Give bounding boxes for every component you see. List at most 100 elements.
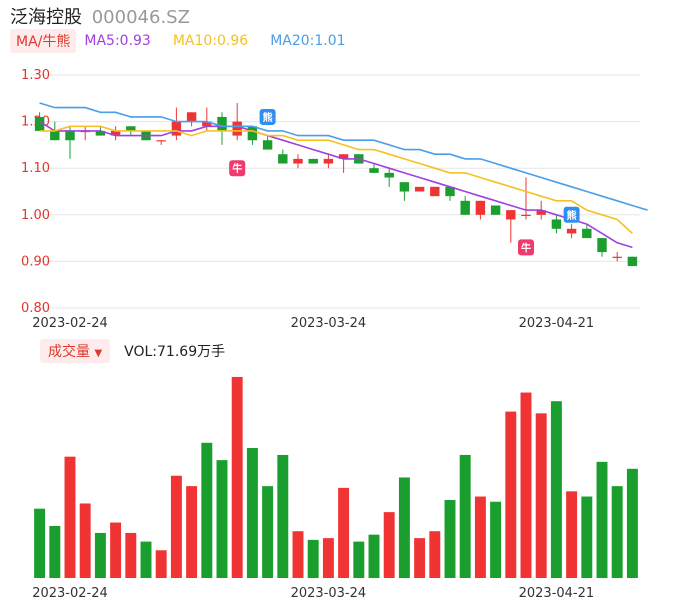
candle-body — [293, 158, 303, 164]
bear-signal-icon: 熊 — [259, 108, 276, 125]
bull-signal-icon: 牛 — [518, 239, 534, 256]
volume-bar — [444, 500, 456, 578]
volume-bar — [459, 454, 471, 578]
candle-body — [308, 158, 318, 164]
x-tick-label: 2023-04-21 — [519, 586, 595, 601]
price-grid — [32, 74, 640, 309]
volume-bar — [34, 508, 46, 578]
x-tick-label: 2023-03-24 — [291, 316, 367, 331]
volume-bar — [490, 501, 502, 578]
stock-name: 泛海控股 — [10, 7, 82, 28]
y-tick-label: 1.30 — [21, 68, 50, 83]
volume-bars — [34, 376, 638, 578]
stock-title: 泛海控股 000046.SZ — [10, 3, 190, 29]
ma5-line — [39, 120, 633, 249]
candle-body — [186, 112, 197, 122]
volume-bar — [581, 496, 593, 578]
volume-bar — [307, 539, 319, 578]
bull-signal-icon: 牛 — [229, 160, 246, 177]
volume-bar — [110, 522, 122, 578]
candle-body — [566, 228, 577, 234]
x-tick-label: 2023-02-24 — [32, 316, 108, 331]
bear-signal-icon: 熊 — [563, 206, 580, 223]
candle-body — [323, 158, 334, 164]
candle-body — [506, 210, 516, 220]
volume-bar — [505, 411, 517, 578]
candle-body — [34, 116, 45, 131]
x-tick-label: 2023-03-24 — [291, 586, 367, 601]
candle-body — [247, 126, 258, 141]
stock-code: 000046.SZ — [91, 7, 190, 28]
ma10-line — [39, 125, 633, 234]
ma20-line — [39, 102, 648, 211]
y-tick-label: 1.10 — [21, 161, 50, 176]
y-tick-label: 0.80 — [21, 301, 50, 316]
candle-body — [65, 130, 75, 141]
volume-legend: 成交量 ▼ VOL:71.69万手 — [40, 339, 225, 363]
y-tick-label: 0.90 — [21, 254, 50, 269]
candle-body — [445, 186, 455, 197]
volume-bar — [216, 460, 228, 578]
ma5-label: MA5:0.93 — [84, 33, 151, 49]
y-tick-label: 1.00 — [21, 208, 50, 223]
volume-bar — [292, 531, 304, 578]
candle-body — [551, 219, 562, 229]
volume-date-axis-ticks: 2023-02-24 2023-03-24 2023-04-21 — [32, 586, 594, 601]
volume-bar — [353, 541, 365, 578]
signal-label: 熊 — [263, 111, 273, 124]
candle-body — [202, 121, 212, 127]
volume-bar — [170, 475, 182, 578]
candle-body — [262, 140, 273, 150]
volume-bar — [626, 468, 638, 578]
candle-body — [582, 228, 592, 239]
volume-indicator-select[interactable]: 成交量 ▼ — [40, 339, 111, 363]
candle-body — [414, 186, 425, 192]
candle-body — [110, 130, 121, 136]
volume-bar — [474, 496, 486, 578]
candle-body — [156, 140, 166, 142]
candle-body — [384, 172, 394, 178]
volume-bar — [262, 486, 274, 578]
volume-bar — [186, 486, 198, 578]
candle-body — [521, 214, 531, 216]
volume-bar — [277, 454, 289, 578]
x-tick-label: 2023-02-24 — [32, 586, 108, 601]
candlesticks — [34, 102, 638, 267]
candle-body — [95, 130, 106, 136]
ma10-label: MA10:0.96 — [172, 33, 249, 49]
signal-label: 熊 — [567, 209, 577, 222]
volume-bar — [398, 477, 410, 578]
candle-body — [475, 200, 486, 215]
volume-bar — [368, 534, 380, 578]
candle-body — [490, 205, 501, 215]
candle-body — [217, 116, 227, 131]
moving-average-lines — [39, 102, 648, 249]
signal-label: 牛 — [521, 241, 531, 254]
volume-bar — [79, 503, 91, 578]
candle-body — [612, 256, 622, 258]
ma-legend: MA/牛熊 MA5:0.93 MA10:0.96 MA20:1.01 — [10, 29, 368, 53]
volume-bar — [155, 550, 167, 578]
volume-bar — [125, 532, 137, 578]
volume-bar — [429, 531, 441, 578]
volume-bar — [64, 456, 76, 578]
candle-body — [536, 210, 546, 215]
chevron-down-icon: ▼ — [94, 348, 103, 359]
candle-body — [232, 121, 242, 136]
volume-indicator-label: 成交量 — [48, 344, 90, 360]
volume-bar — [322, 538, 334, 578]
volume-bar — [140, 541, 152, 578]
volume-bar — [246, 448, 258, 578]
ma-toggle-button[interactable]: MA/牛熊 — [10, 29, 77, 53]
volume-bar — [596, 461, 608, 578]
candle-body — [430, 186, 440, 197]
x-tick-label: 2023-04-21 — [519, 316, 595, 331]
volume-bar — [49, 526, 61, 578]
candle-body — [171, 121, 182, 136]
volume-bar — [338, 487, 350, 578]
candle-body — [460, 200, 470, 215]
volume-bar — [94, 532, 106, 578]
volume-bar — [611, 486, 623, 578]
